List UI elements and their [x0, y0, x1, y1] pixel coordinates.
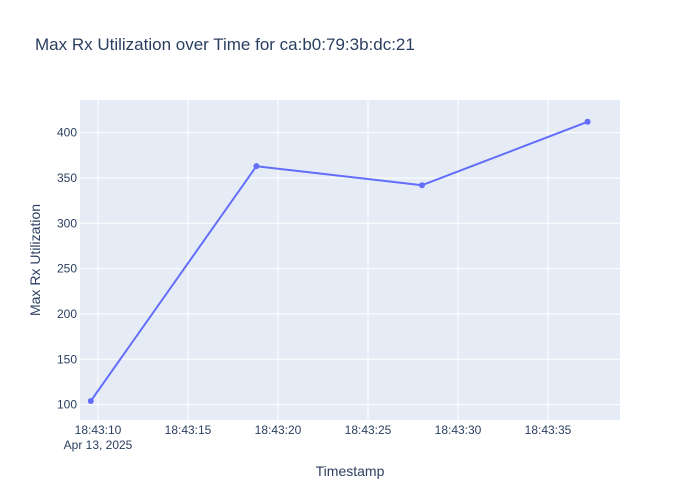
- x-tick-label: 18:43:20: [255, 423, 302, 437]
- y-tick-label: 100: [57, 398, 77, 412]
- y-tick-label: 200: [57, 307, 77, 321]
- chart-title: Max Rx Utilization over Time for ca:b0:7…: [35, 35, 415, 54]
- x-tick-label: 18:43:25: [345, 423, 392, 437]
- y-tick-label: 350: [57, 171, 77, 185]
- y-tick-label: 300: [57, 216, 77, 230]
- x-tick-label: 18:43:10: [75, 423, 122, 437]
- x-tick-label: 18:43:35: [525, 423, 572, 437]
- y-tick-label: 250: [57, 262, 77, 276]
- data-point[interactable]: [419, 182, 425, 189]
- grid-layer: [80, 100, 620, 420]
- data-point[interactable]: [87, 397, 94, 404]
- y-tick-label: 400: [57, 126, 77, 140]
- series-layer: [87, 118, 591, 404]
- x-tick-label: 18:43:30: [435, 423, 482, 437]
- y-axis-label: Max Rx Utilization: [27, 204, 43, 316]
- y-tick-label: 150: [57, 352, 77, 366]
- plot-area: [80, 100, 620, 420]
- series-line: [89, 120, 588, 402]
- data-point[interactable]: [253, 163, 260, 170]
- x-axis-label: Timestamp: [316, 463, 385, 479]
- x-date-label: Apr 13, 2025: [64, 438, 133, 452]
- x-tick-label: 18:43:15: [165, 423, 212, 437]
- data-point[interactable]: [584, 118, 591, 125]
